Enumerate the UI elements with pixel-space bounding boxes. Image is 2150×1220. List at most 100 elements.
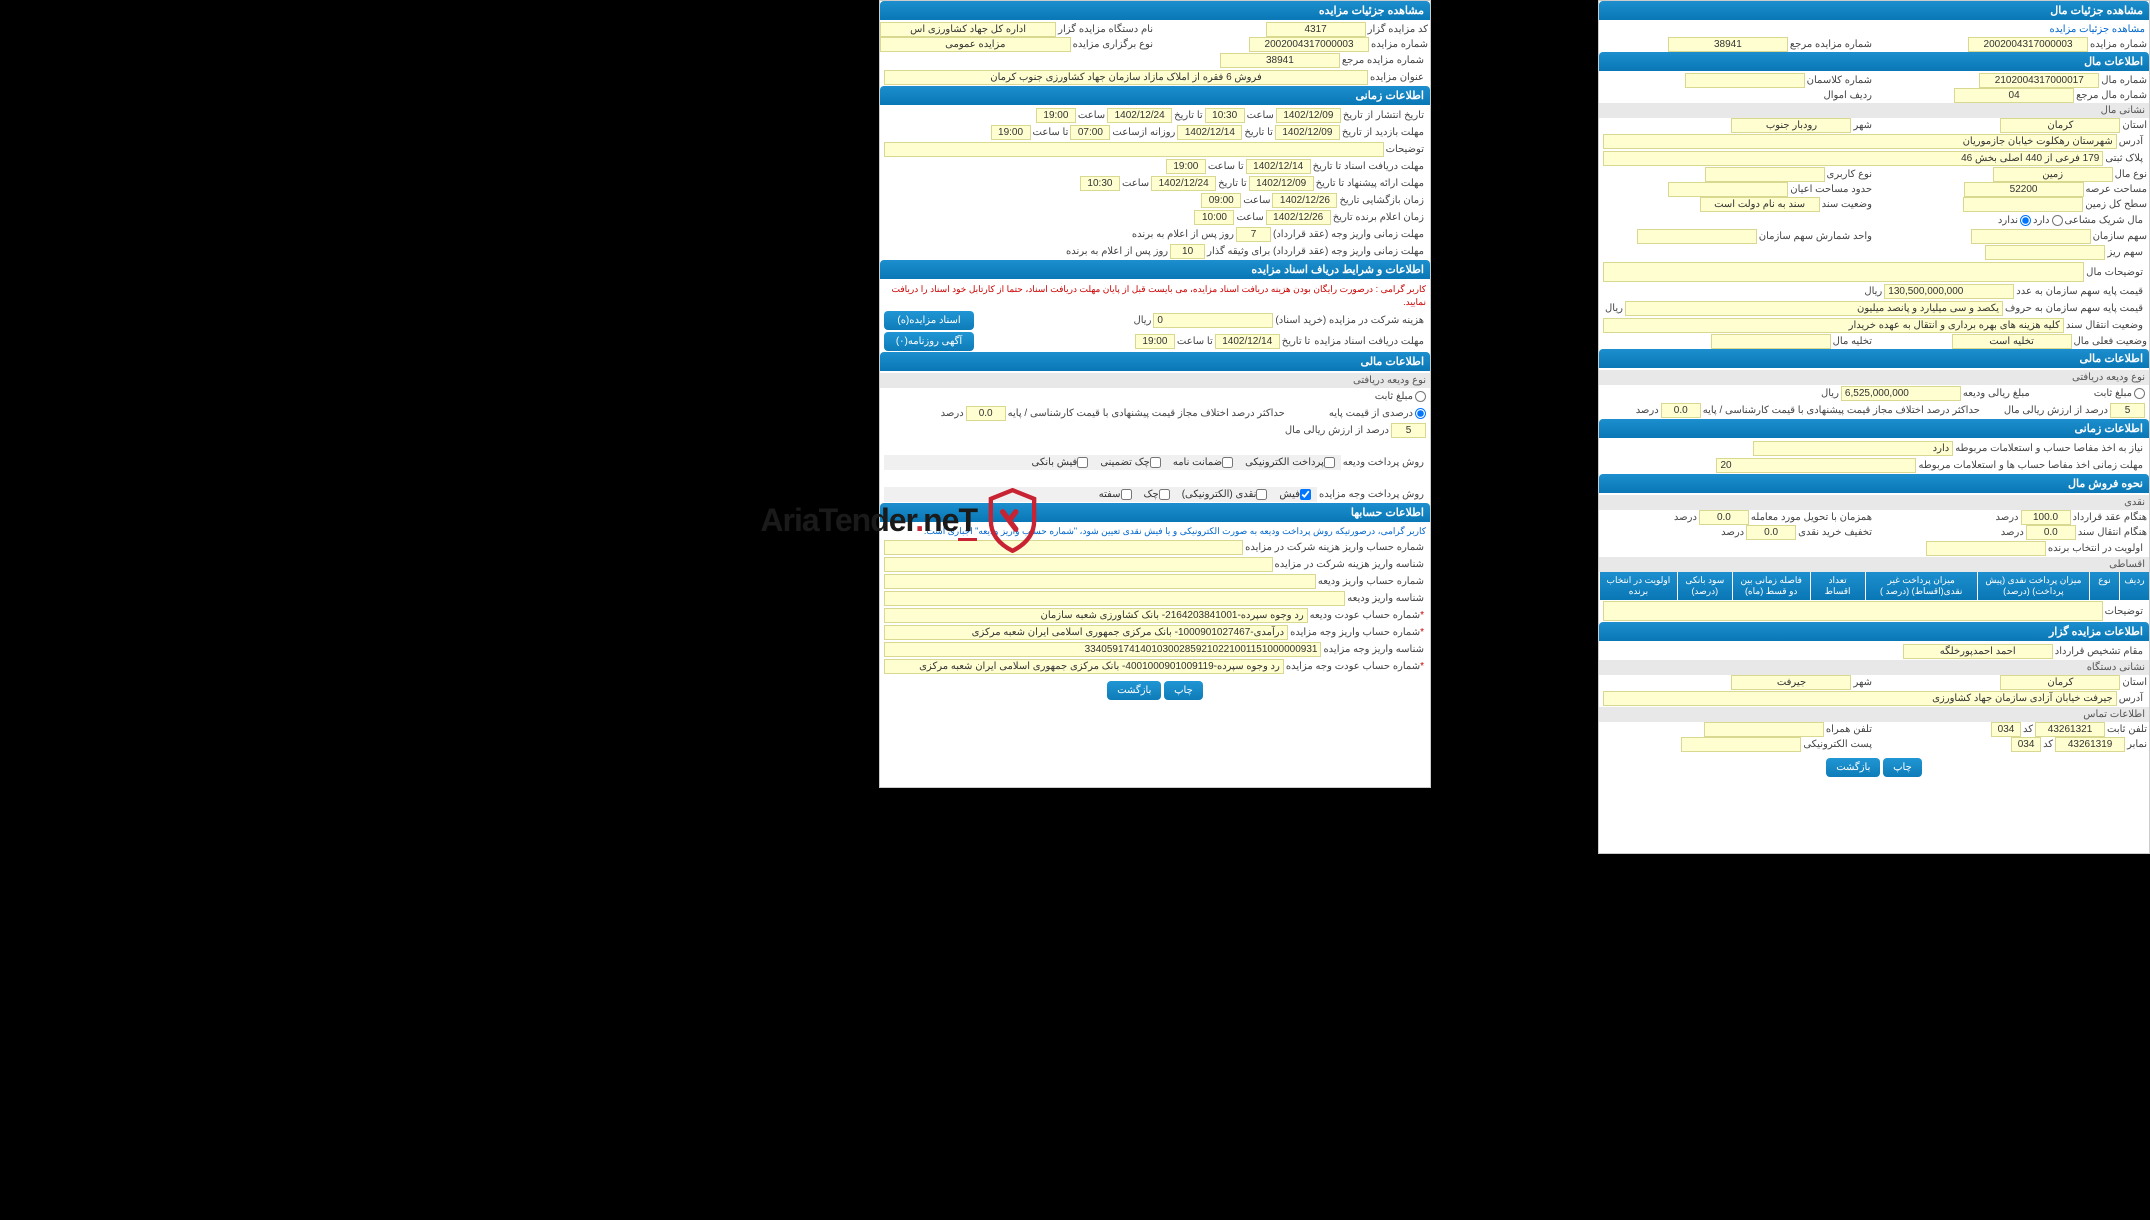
val-doc-transfer: 0.0 [2026, 525, 2076, 540]
lbl-to3: تا تاریخ [1216, 178, 1249, 189]
lbl-to: تا تاریخ [1172, 110, 1205, 121]
val-settle: دارد [1753, 441, 1953, 456]
val-l-ref: 38941 [1668, 37, 1788, 52]
radio-has[interactable] [2052, 215, 2063, 226]
th7: سود بانکی (درصد) [1677, 572, 1732, 600]
lbl-pct-diff: حداکثر درصد اختلاف مجاز قیمت پیشنهادی با… [1006, 408, 1287, 419]
lbl-pm2: ضمانت نامه [1173, 457, 1222, 468]
radio-pct-base[interactable] [1415, 408, 1426, 419]
lbl-doc-status: وضعیت سند [1820, 199, 1874, 210]
print-button-r[interactable]: چاپ [1164, 681, 1203, 700]
lbl-t: ساعت [1245, 110, 1276, 121]
sub-l-deposit: نوع ودیعه دریافتی [1599, 370, 2149, 385]
lbl-dt-suf: درصد [1999, 527, 2026, 538]
val-reg: 179 فرعی از 440 اصلی بخش 46 [1603, 151, 2103, 166]
lbl-no: ندارد [1996, 215, 2020, 226]
checkbox-ap-check[interactable] [1159, 489, 1170, 500]
val-class [1685, 73, 1805, 88]
val-doc-status: سند به نام دولت است [1700, 197, 1820, 212]
lbl-acc4: شناسه واریز ودیعه [1345, 593, 1426, 604]
val-t6: 10:30 [1080, 176, 1120, 191]
radio-l-fixed[interactable] [2134, 388, 2145, 399]
lbl-phone: تلفن ثابت [2105, 724, 2149, 735]
lbl-settle-time: مهلت زمانی اخذ مفاصا حساب ها و استعلامات… [1916, 460, 2145, 471]
lbl-tt7: ساعت [1241, 195, 1272, 206]
lbl-auction-pay: روش پرداخت وجه مزایده [1317, 489, 1426, 500]
lbl-pay-suffix: روز پس از اعلام به برنده [1130, 229, 1236, 240]
lbl-dep-suffix: روز پس از اعلام به برنده [1064, 246, 1170, 257]
val-deposit-days: 10 [1170, 244, 1205, 259]
lbl-open: زمان بازگشایی تاریخ [1337, 195, 1426, 206]
val-notes [1603, 262, 2084, 282]
val-d7: 1402/12/24 [1151, 176, 1216, 191]
val-unit [1637, 229, 1757, 244]
lbl-fax: نمابر [2125, 739, 2149, 750]
header-property: مشاهده جزئیات مال [1599, 1, 2149, 20]
chk-ap2: نقدی (الکترونیکی) [1182, 489, 1268, 500]
val-authority: احمد احمدپورخلگه [1903, 644, 2053, 659]
lbl-transfer: وضعیت انتقال سند [2064, 320, 2145, 331]
lbl-pm3: چک تضمینی [1100, 457, 1150, 468]
lbl-o-addr: آدرس [2117, 693, 2145, 704]
val-priority [1926, 541, 2046, 556]
lbl-tt9: تا ساعت [1175, 336, 1215, 347]
lbl-yes: دارد [2031, 215, 2052, 226]
docs-button[interactable]: اسناد مزایده(ه) [884, 311, 974, 330]
print-button-l[interactable]: چاپ [1883, 758, 1922, 777]
lbl-delivery: همزمان با تحویل مورد معامله [1749, 512, 1874, 523]
checkbox-slip[interactable] [1300, 489, 1311, 500]
radio-no[interactable] [2020, 215, 2031, 226]
val-pay-days: 7 [1236, 227, 1271, 242]
checkbox-guarantee[interactable] [1222, 457, 1233, 468]
val-diff: 0.0 [1661, 403, 1701, 418]
val-dd: 1402/12/14 [1215, 334, 1280, 349]
val-addr: شهرستان رهکلوت خیابان جازموریان [1603, 134, 2117, 149]
val-mal-type: زمین [1993, 167, 2113, 182]
header-sale-method: نحوه فروش مال [1599, 474, 2149, 493]
checkbox-check[interactable] [1150, 457, 1161, 468]
lbl-base-txt: قیمت پایه سهم سازمان به حروف [2003, 303, 2145, 314]
lbl-acc1: شماره حساب واریز هزینه شرکت در مزایده [1243, 542, 1426, 553]
val-code: 034 [1991, 722, 2021, 737]
lbl-shared: مال شریک مشاعی [2063, 215, 2145, 226]
val-province: کرمان [2000, 118, 2120, 133]
lbl-acc8: شماره حساب عودت وجه مزایده [1284, 661, 1426, 672]
val-city: رودبار جنوب [1731, 118, 1851, 133]
radio-fixed[interactable] [1415, 391, 1426, 402]
lbl-di-suf: درصد [1719, 527, 1746, 538]
lbl-l-ref: شماره مزایده مرجع [1788, 39, 1874, 50]
lbl-5pct: درصد از ارزش ریالی مال [1283, 425, 1391, 436]
lbl-acc2: شناسه واریز هزینه شرکت در مزایده [1273, 559, 1426, 570]
val-t8: 10:00 [1194, 210, 1234, 225]
checkbox-electronic[interactable] [1324, 457, 1335, 468]
link-view-auction[interactable]: مشاهده جزئیات مزایده [1599, 22, 2149, 37]
lbl-settle: نیاز به اخذ مفاصا حساب و استعلامات مربوط… [1953, 443, 2145, 454]
lbl-org-share: سهم سازمان [2091, 231, 2149, 242]
checkbox-promissory[interactable] [1121, 489, 1132, 500]
lbl-rial2: ریال [1862, 286, 1884, 297]
checkbox-cash-elec[interactable] [1256, 489, 1267, 500]
val-o-city: جیرفت [1731, 675, 1851, 690]
lbl-desc: توضیحات [1384, 144, 1426, 155]
lbl-org: نام دستگاه مزایده گزار [1056, 24, 1155, 35]
sub-cash: نقدی [1599, 495, 2149, 510]
lbl-code2: کد [2041, 739, 2055, 750]
sub-contact: اطلاعات تماس [1599, 707, 2149, 722]
lbl-land: سطح کل زمین [2083, 199, 2149, 210]
header-time-info: اطلاعات زمانی [880, 86, 1430, 105]
lbl-visit: مهلت بازدید از تاریخ [1340, 127, 1426, 138]
chk-ap3: چک [1144, 489, 1170, 500]
back-button-r[interactable]: بازگشت [1107, 681, 1161, 700]
val-empty [1711, 334, 1831, 349]
lbl-base-num: قیمت پایه سهم سازمان به عدد [2014, 286, 2145, 297]
val-d2: 1402/12/24 [1107, 108, 1172, 123]
lbl-diff: حداکثر درصد اختلاف مجاز قیمت پیشنهادی با… [1701, 405, 1982, 416]
lbl-pay-deadline: مهلت زمانی واریز وجه (عقد قرارداد) [1271, 229, 1426, 240]
lbl-contract: هنگام عقد قرارداد [2071, 512, 2149, 523]
checkbox-bank-slip[interactable] [1077, 457, 1088, 468]
back-button-l[interactable]: بازگشت [1826, 758, 1880, 777]
newspaper-ad-button[interactable]: آگهی روزنامه(۰) [884, 332, 974, 351]
val-base-txt: یکصد و سی میلیارد و پانصد میلیون [1625, 301, 2003, 316]
lbl-to2: تا تاریخ [1242, 127, 1275, 138]
lbl-diff-suf: درصد [1634, 405, 1661, 416]
